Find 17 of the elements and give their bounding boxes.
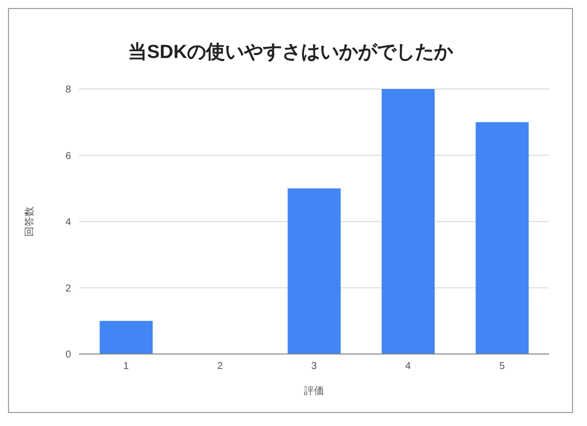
x-tick-label: 1 xyxy=(123,361,130,372)
x-tick-label: 5 xyxy=(499,361,506,372)
bar xyxy=(476,122,529,354)
bar xyxy=(382,89,435,354)
y-tick-label: 0 xyxy=(65,350,72,361)
y-tick-label: 8 xyxy=(65,84,72,96)
y-tick-label: 6 xyxy=(65,150,72,162)
chart-title: 当SDKの使いやすさはいかがでしたか xyxy=(126,41,454,65)
x-tick-label: 2 xyxy=(217,361,224,372)
x-tick-label: 3 xyxy=(311,361,318,372)
bar xyxy=(100,320,153,354)
x-axis-title: 評価 xyxy=(304,385,324,397)
y-tick-label: 2 xyxy=(65,283,72,294)
y-axis-title: 回答数 xyxy=(24,206,36,236)
x-tick-label: 4 xyxy=(405,361,412,372)
bar xyxy=(288,188,341,354)
y-tick-label: 4 xyxy=(65,217,72,228)
